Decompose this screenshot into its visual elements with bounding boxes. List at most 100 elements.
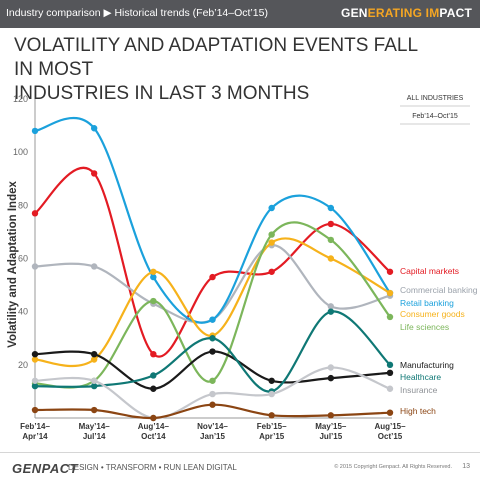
data-point-retail-banking — [209, 316, 216, 323]
data-point-consumer-goods — [150, 268, 157, 275]
data-point-consumer-goods — [327, 255, 335, 262]
series-label-healthcare: Healthcare — [400, 372, 441, 382]
data-point-insurance — [90, 377, 98, 384]
x-tick-label-line: Oct’15 — [378, 432, 403, 441]
data-point-insurance — [209, 390, 216, 398]
data-point-manufacturing — [90, 351, 98, 358]
data-point-manufacturing — [327, 374, 335, 382]
data-point-retail-banking — [150, 273, 157, 281]
top-bar: Industry comparison ▶ Historical trends … — [0, 0, 480, 28]
x-tick-label-line: Jan’15 — [200, 432, 225, 441]
data-point-manufacturing — [268, 377, 275, 384]
data-point-capital-markets — [209, 273, 216, 281]
data-point-capital-markets — [268, 268, 275, 275]
data-point-retail-banking — [268, 204, 275, 212]
x-tick-label-line: May’15– — [315, 422, 347, 431]
y-axis-label: Volatility and Adaptation Index — [7, 181, 19, 348]
x-tick-label-line: Jul’15 — [319, 432, 342, 441]
y-tick-label: 40 — [18, 307, 28, 317]
data-point-life-sciences — [209, 377, 216, 384]
data-point-capital-markets — [31, 210, 39, 217]
page-title-line-2: INDUSTRIES IN LAST 3 MONTHS — [14, 83, 310, 104]
data-point-manufacturing — [150, 385, 157, 392]
breadcrumb-industry-comparison[interactable]: Industry comparison — [6, 7, 101, 19]
data-point-manufacturing — [209, 348, 216, 355]
series-label-manufacturing: Manufacturing — [400, 360, 454, 370]
data-point-commercial-banking — [90, 263, 98, 270]
breadcrumb: Industry comparison ▶ Historical trends … — [6, 7, 268, 19]
legend-subtitle: Feb’14–Oct’15 — [412, 113, 458, 120]
page-title: VOLATILITY AND ADAPTATION EVENTS FALL IN… — [14, 34, 434, 106]
data-point-capital-markets — [386, 268, 394, 275]
data-point-healthcare — [209, 335, 216, 342]
data-point-retail-banking — [327, 204, 335, 212]
data-point-capital-markets — [150, 351, 157, 358]
x-tick-label-line: Aug’14– — [138, 422, 170, 431]
data-point-high-tech — [150, 414, 157, 422]
x-tick-label-line: Apr’15 — [259, 432, 285, 441]
x-tick-label-line: Apr’14 — [22, 432, 48, 441]
brand-part-3: PACT — [439, 6, 472, 20]
x-tick-label-line: Feb’14– — [20, 422, 50, 431]
x-tick-label-line: Oct’14 — [141, 432, 166, 441]
y-tick-label: 60 — [18, 254, 28, 264]
data-point-insurance — [386, 385, 394, 392]
data-point-commercial-banking — [327, 303, 335, 310]
data-point-retail-banking — [31, 127, 39, 135]
data-point-consumer-goods — [31, 356, 39, 363]
x-tick-label-line: Nov’14– — [197, 422, 228, 431]
brand-part-2: ERATING IM — [367, 6, 440, 20]
page-number: 13 — [462, 463, 470, 470]
legend-title: ALL INDUSTRIES — [407, 95, 464, 102]
data-point-healthcare — [386, 361, 394, 369]
line-chart: 20 40 60 80 100 120 Feb’14– Apr’14 May’14– Jul’14… — [7, 94, 478, 441]
data-point-healthcare — [327, 308, 335, 315]
data-point-life-sciences — [150, 297, 157, 305]
x-tick-label-line: Aug’15– — [374, 422, 406, 431]
data-point-life-sciences — [268, 231, 275, 238]
series-label-life-sciences: Life sciences — [400, 322, 449, 332]
data-point-consumer-goods — [386, 289, 394, 297]
series-line-consumer-goods — [34, 237, 391, 368]
copyright-text: © 2015 Copyright Genpact. All Rights Res… — [334, 464, 452, 470]
y-tick-label: 100 — [13, 147, 28, 157]
footer: GENPACT DESIGN • TRANSFORM • RUN LEAN DI… — [0, 452, 480, 481]
y-tick-label: 80 — [18, 200, 28, 210]
x-tick-label: Aug’14– Oct’14 — [138, 422, 170, 441]
data-point-healthcare — [90, 382, 98, 390]
series-label-capital-markets: Capital markets — [400, 266, 459, 276]
data-point-high-tech — [31, 406, 39, 414]
data-point-capital-markets — [327, 220, 335, 228]
breadcrumb-arrow-icon: ▶ — [103, 7, 112, 19]
data-point-high-tech — [90, 406, 98, 414]
series-label-consumer-goods: Consumer goods — [400, 309, 465, 319]
series-label-commercial-banking: Commercial banking — [400, 285, 478, 295]
y-tick-label: 20 — [18, 360, 28, 370]
series-label-retail-banking: Retail banking — [400, 298, 454, 308]
data-point-high-tech — [268, 412, 275, 419]
breadcrumb-historical-trends[interactable]: Historical trends (Feb’14–Oct’15) — [114, 7, 268, 19]
x-tick-label: Feb’15– Apr’15 — [257, 422, 287, 441]
x-tick-label: Aug’15– Oct’15 — [374, 422, 406, 441]
series-line-retail-banking — [34, 116, 391, 324]
genpact-logo: GENPACT — [12, 461, 79, 476]
x-tick-label-line: May’14– — [79, 422, 111, 431]
data-point-manufacturing — [31, 351, 39, 358]
data-point-high-tech — [327, 412, 335, 419]
footer-tagline: DESIGN • TRANSFORM • RUN LEAN DIGITAL — [68, 463, 237, 472]
page-title-line-1: VOLATILITY AND ADAPTATION EVENTS FALL IN… — [14, 35, 418, 80]
x-tick-label: May’15– Jul’15 — [315, 422, 347, 441]
series-label-insurance: Insurance — [400, 385, 438, 395]
data-point-capital-markets — [90, 170, 98, 177]
data-point-life-sciences — [386, 313, 394, 321]
data-point-retail-banking — [90, 125, 98, 132]
data-point-high-tech — [386, 409, 394, 416]
data-point-commercial-banking — [31, 263, 39, 270]
series-label-high-tech: High tech — [400, 406, 436, 416]
x-tick-label: May’14– Jul’14 — [79, 422, 111, 441]
data-point-insurance — [268, 390, 275, 398]
brand-logo: GENERATING IMPACT — [341, 6, 472, 20]
y-tick-label: 120 — [13, 94, 28, 104]
brand-part-1: GEN — [341, 6, 368, 20]
x-tick-label-line: Jul’14 — [83, 432, 106, 441]
